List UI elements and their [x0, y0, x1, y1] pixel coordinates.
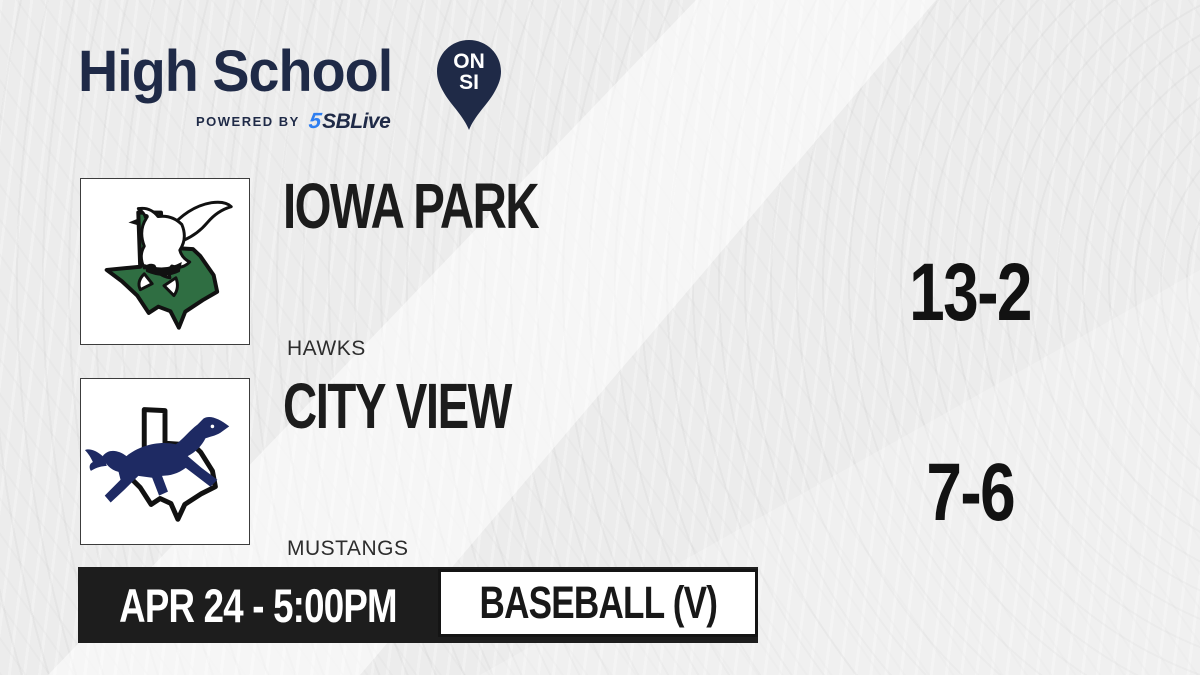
texas-hawk-icon [104, 200, 233, 330]
powered-by-label: POWERED BY [196, 113, 300, 129]
team-mascot-hawks: HAWKS [287, 337, 366, 360]
team-name-iowa-park: IOWA PARK [283, 170, 540, 242]
texas-mustang-icon [84, 407, 230, 522]
team-record-city-view: 7-6 [926, 447, 1015, 538]
brand-title: High School [78, 39, 393, 104]
sblive-logo: 5 SBLive [307, 108, 391, 134]
footer-bar: APR 24 - 5:00PM BASEBALL (V) [78, 567, 758, 643]
team-mascot-mustangs: MUSTANGS [287, 537, 409, 560]
pin-text-si: SI [459, 71, 479, 94]
pin-text-on: ON [453, 50, 485, 73]
iowa-park-logo [80, 178, 250, 345]
powered-by-row: POWERED BY 5 SBLive [196, 108, 446, 134]
team-record-iowa-park: 13-2 [909, 247, 1032, 338]
on-si-pin-icon: ON SI [437, 40, 501, 137]
event-badge: BASEBALL (V) [438, 569, 758, 637]
sblive-icon: 5 [307, 108, 323, 133]
team-name-city-view: CITY VIEW [283, 370, 512, 442]
city-view-logo [80, 378, 250, 545]
sblive-wordmark: SBLive [322, 110, 391, 133]
date-time-badge: APR 24 - 5:00PM [119, 578, 397, 632]
